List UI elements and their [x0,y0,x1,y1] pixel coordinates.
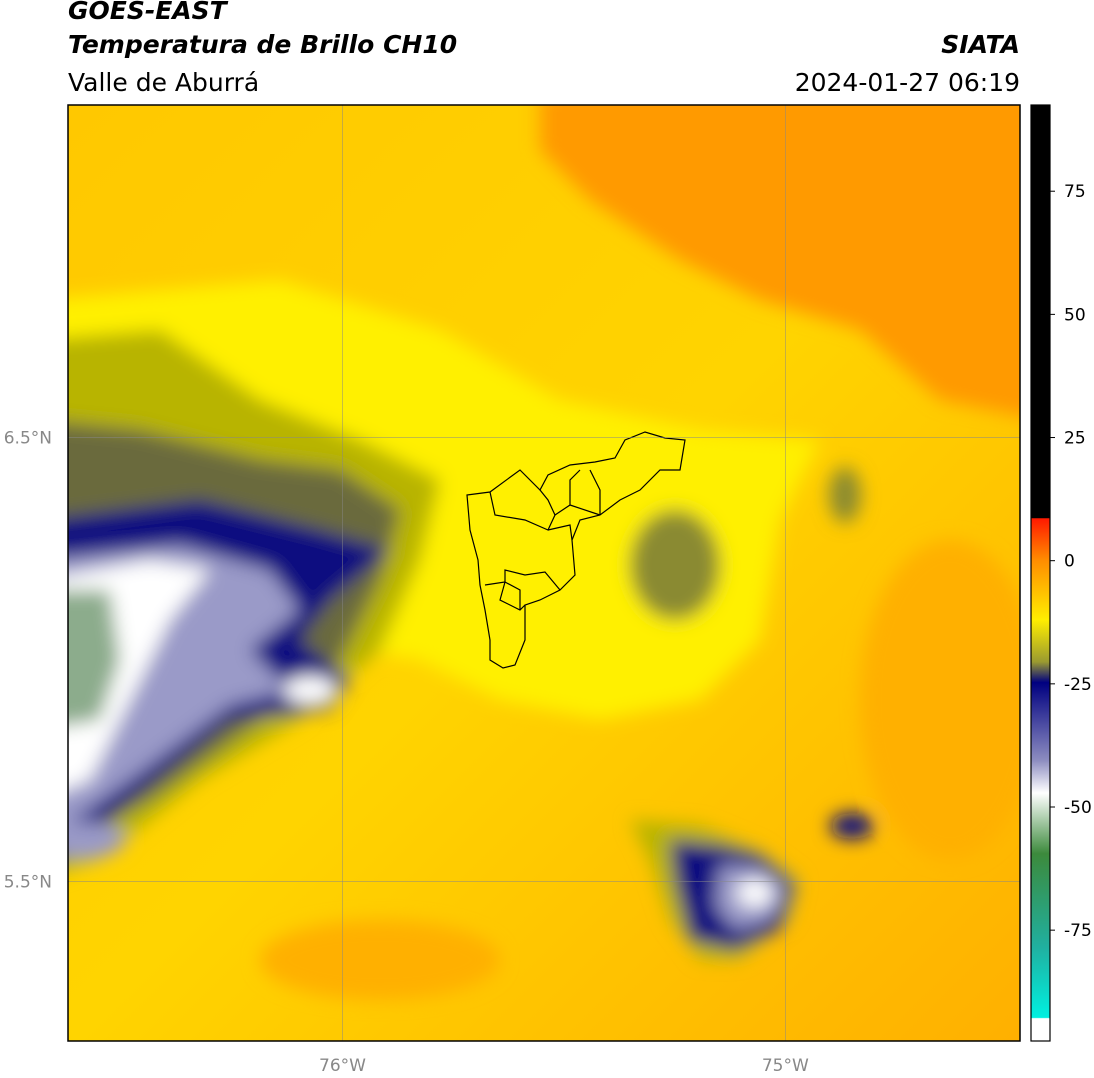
colorbar-tick-label: 50 [1064,305,1086,325]
colorbar-tick-label: 0 [1064,552,1075,572]
y-tick-label: 5.5°N [4,872,52,892]
colorbar [1030,104,1051,1042]
title: GOES-EAST [68,0,229,25]
colorbar-tick-label: 25 [1064,429,1086,449]
colorbar-tick-label: -25 [1064,675,1092,695]
region: Valle de Aburrá [68,68,259,97]
datetime: 2024-01-27 06:19 [795,68,1020,97]
map-field [68,105,1020,1041]
colorbar-tick-label: -75 [1064,921,1092,941]
colorbar-tick-label: 75 [1064,182,1086,202]
source: SIATA [941,30,1020,59]
colorbar-tick-label: -50 [1064,798,1092,818]
subtitle: Temperatura de Brillo CH10 [68,30,457,59]
x-tick-label: 75°W [762,1056,809,1076]
valle-outline [466,431,686,669]
x-tick-label: 76°W [319,1056,366,1076]
grid [68,105,1020,1041]
map-frame [67,104,1021,1042]
y-tick-label: 6.5°N [4,429,52,449]
